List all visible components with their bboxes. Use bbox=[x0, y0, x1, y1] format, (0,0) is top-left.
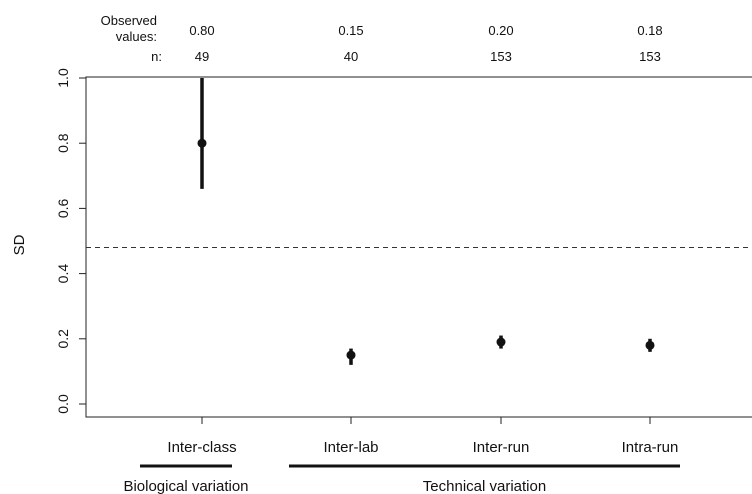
observed-values-label-line2: values: bbox=[116, 29, 157, 44]
data-point bbox=[496, 337, 506, 347]
y-tick-label: 0.2 bbox=[55, 329, 71, 349]
data-point bbox=[645, 340, 655, 350]
plot-frame bbox=[85, 76, 752, 418]
y-tick-label: 0.0 bbox=[55, 394, 71, 414]
y-axis: 0.0 0.2 0.4 0.6 0.8 1.0 bbox=[55, 68, 87, 414]
data-point bbox=[346, 350, 356, 360]
n-value: 153 bbox=[490, 49, 512, 64]
n-value: 40 bbox=[344, 49, 358, 64]
header-values: 0.80 0.15 0.20 0.18 49 40 153 153 bbox=[189, 23, 662, 64]
y-tick-label: 1.0 bbox=[55, 68, 71, 88]
y-tick-label: 0.4 bbox=[55, 264, 71, 284]
x-tick-label: Inter-lab bbox=[323, 439, 378, 456]
group-label: Biological variation bbox=[123, 478, 248, 494]
n-value: 49 bbox=[195, 49, 209, 64]
observed-value: 0.80 bbox=[189, 23, 214, 38]
y-tick-label: 0.6 bbox=[55, 198, 71, 218]
x-tick-label: Inter-run bbox=[473, 439, 530, 456]
group-label: Technical variation bbox=[423, 478, 546, 494]
observed-value: 0.18 bbox=[637, 23, 662, 38]
group-brackets: Biological variation Technical variation bbox=[123, 464, 680, 494]
x-axis: Inter-class Inter-lab Inter-run Intra-run bbox=[167, 417, 678, 456]
n-value: 153 bbox=[639, 49, 661, 64]
y-tick-label: 0.8 bbox=[55, 133, 71, 153]
data-marks bbox=[197, 78, 655, 365]
data-point bbox=[197, 138, 207, 148]
observed-value: 0.15 bbox=[338, 23, 363, 38]
observed-value: 0.20 bbox=[488, 23, 513, 38]
x-tick-label: Inter-class bbox=[167, 439, 236, 456]
n-label: n: bbox=[151, 49, 162, 64]
y-axis-label: SD bbox=[11, 234, 28, 255]
x-tick-label: Intra-run bbox=[622, 439, 679, 456]
observed-values-label-line1: Observed bbox=[101, 13, 157, 28]
